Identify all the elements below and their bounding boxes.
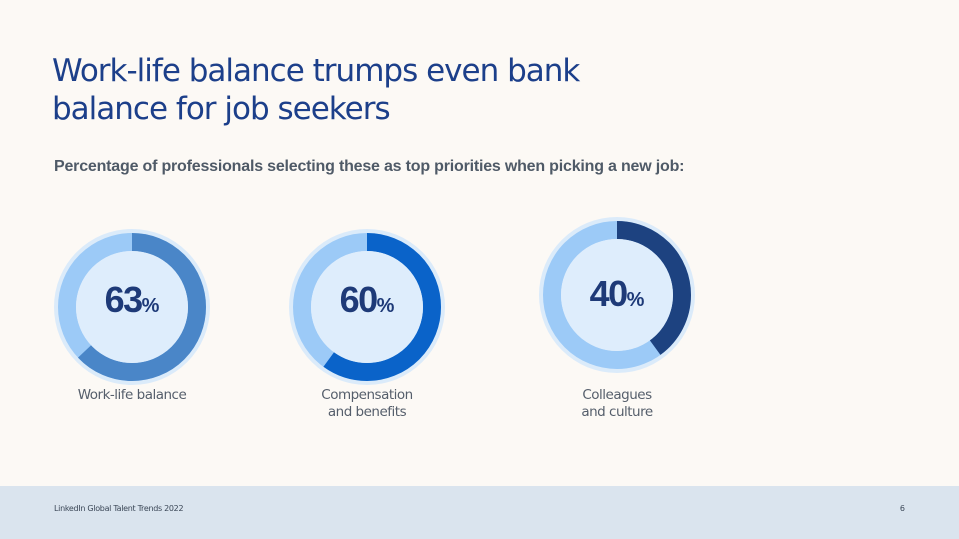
donut-center bbox=[76, 251, 188, 363]
slide-title: Work-life balance trumps even bank balan… bbox=[52, 53, 580, 127]
donut-label: Work-life balance bbox=[52, 387, 212, 404]
percent-readout: 60% bbox=[287, 279, 447, 321]
donut-value-arc bbox=[58, 233, 206, 381]
donut-label-line: Compensation bbox=[321, 387, 413, 403]
footer-source: LinkedIn Global Talent Trends 2022 bbox=[54, 504, 184, 513]
slide-footer: LinkedIn Global Talent Trends 2022 6 bbox=[0, 486, 959, 539]
percent-value: 40 bbox=[589, 273, 629, 314]
donut-label: Colleagues and culture bbox=[537, 387, 697, 421]
percent-unit: % bbox=[141, 295, 160, 317]
donut-center bbox=[311, 251, 423, 363]
donut-label-line: Colleagues bbox=[582, 387, 652, 403]
percent-readout: 40% bbox=[537, 273, 697, 315]
donut-chart-compensation: 60% Compensation and benefits bbox=[287, 227, 447, 420]
donut-svg bbox=[539, 217, 695, 373]
percent-unit: % bbox=[626, 289, 645, 311]
page-number: 6 bbox=[899, 504, 905, 513]
donut-value-arc bbox=[543, 221, 691, 369]
donut-svg bbox=[54, 229, 210, 385]
donut-center bbox=[561, 239, 673, 351]
donut-label-line: Work-life balance bbox=[77, 387, 187, 403]
slide-subtitle: Percentage of professionals selecting th… bbox=[54, 158, 685, 175]
donut-label-line: and culture bbox=[581, 404, 653, 420]
donut-svg bbox=[289, 229, 445, 385]
percent-unit: % bbox=[376, 295, 395, 317]
donut-label-line: and benefits bbox=[327, 404, 407, 420]
donut-chart-colleagues: 40% Colleagues and culture bbox=[537, 215, 697, 420]
donut-value-arc bbox=[293, 233, 441, 381]
donut-chart-work-life-balance: 63% Work-life balance bbox=[52, 227, 212, 403]
percent-value: 63 bbox=[104, 279, 144, 320]
percent-readout: 63% bbox=[52, 279, 212, 321]
donut-label: Compensation and benefits bbox=[287, 387, 447, 421]
percent-value: 60 bbox=[339, 279, 379, 320]
